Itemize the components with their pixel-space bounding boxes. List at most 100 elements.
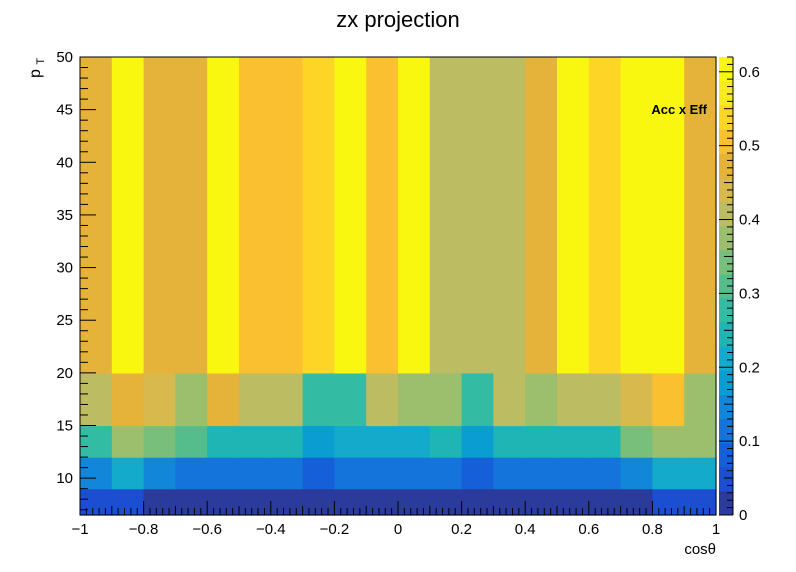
heatmap-cell [302, 57, 335, 374]
heatmap-cell [366, 488, 399, 516]
y-tick-label: 25 [56, 312, 73, 329]
heatmap-cell [684, 488, 717, 516]
heatmap-cell [207, 57, 240, 374]
colorbar-swatch [719, 153, 733, 179]
heatmap-cell [175, 488, 208, 516]
heatmap-cell [620, 425, 653, 458]
heatmap-cell [429, 488, 463, 516]
x-axis-label: cosθ [684, 541, 716, 558]
heatmap-cell [684, 57, 717, 374]
heatmap-cell [302, 372, 335, 427]
colorbar-tick-label: 0.1 [739, 433, 760, 450]
colorbar-swatch [719, 177, 733, 203]
x-tick-label: −0.4 [256, 521, 286, 538]
colorbar-tick-label: 0.4 [739, 212, 760, 229]
heatmap-cell [143, 457, 176, 490]
heatmap-cell [620, 457, 653, 490]
heatmap-cell [398, 488, 431, 516]
heatmap-cell [493, 57, 526, 374]
x-tick-label: 0.4 [515, 521, 536, 538]
heatmap-cell [334, 372, 367, 427]
colorbar-swatch [719, 225, 733, 251]
x-tick-label: 1 [712, 521, 720, 538]
heatmap-cell [207, 457, 240, 490]
heatmap-cell [80, 488, 113, 516]
heatmap-cell [557, 457, 590, 490]
heatmap-cell [557, 488, 590, 516]
heatmap-cell [111, 372, 145, 427]
heatmap-cell [588, 57, 622, 374]
y-tick-label: 45 [56, 102, 73, 119]
heatmap-cell [557, 425, 590, 458]
heatmap-cell [398, 457, 431, 490]
heatmap-cell [239, 425, 272, 458]
heatmap-cell [143, 488, 176, 516]
heatmap-cell [239, 488, 272, 516]
heatmap-cell [80, 372, 113, 427]
heatmap-cell [652, 425, 685, 458]
colorbar-swatch [719, 394, 733, 420]
y-tick-label: 35 [56, 207, 73, 224]
heatmap-cell [239, 372, 272, 427]
y-tick-label: 10 [56, 470, 73, 487]
x-tick-label: 0 [394, 521, 402, 538]
colorbar-tick-label: 0.5 [739, 138, 760, 155]
heatmap-cell [80, 457, 113, 490]
heatmap-cell [461, 457, 494, 490]
heatmap-cell [557, 57, 590, 374]
x-tick-label: 0.6 [578, 521, 599, 538]
colorbar-swatch [719, 418, 733, 444]
heatmap-cell [111, 488, 145, 516]
y-tick-label: 30 [56, 260, 73, 277]
heatmap-cell [111, 425, 145, 458]
heatmap-cell [652, 372, 685, 427]
heatmap-cell [111, 57, 145, 374]
heatmap-cell [111, 457, 145, 490]
heatmap-cell [80, 425, 113, 458]
heatmap-cell [525, 457, 558, 490]
x-tick-label: −0.2 [320, 521, 350, 538]
heatmap-cell [175, 457, 208, 490]
heatmap-cell [652, 457, 685, 490]
chart-title: zx projection [336, 7, 460, 32]
heatmap-cell [175, 372, 208, 427]
colorbar-swatch [719, 298, 733, 323]
heatmap-cell [620, 57, 653, 374]
y-tick-label: 50 [56, 49, 73, 66]
heatmap-cell [461, 488, 494, 516]
heatmap-cell [398, 372, 431, 427]
heatmap-cell [461, 57, 494, 374]
svg-text:p T: p T [27, 58, 47, 78]
heatmap-cell [588, 457, 622, 490]
plot-axes: −1 −0.8 −0.6 −0.4 −0.2 0 0.2 0.4 0.6 0.8 1 10 15 20 25… [56, 49, 720, 538]
y-axis-label-sub: T [35, 58, 47, 65]
heatmap-cell [207, 425, 240, 458]
heatmap-cell [588, 425, 622, 458]
heatmap-cell [366, 425, 399, 458]
x-tick-label: 0.8 [642, 521, 663, 538]
heatmap-cell [588, 488, 622, 516]
heatmap-cell [239, 57, 272, 374]
heatmap-cell [525, 488, 558, 516]
heatmap-cell [461, 425, 494, 458]
heatmap-cell [334, 457, 367, 490]
heatmap-cell [429, 457, 463, 490]
colorbar-swatch [719, 129, 733, 154]
heatmap-cell [302, 457, 335, 490]
heatmap-cell [270, 372, 304, 427]
heatmap-cell [143, 425, 176, 458]
heatmap-cell [557, 372, 590, 427]
y-tick-label: 20 [56, 365, 73, 382]
x-tick-label: 0.2 [451, 521, 472, 538]
heatmap-cell [620, 488, 653, 516]
heatmap-cell [270, 57, 304, 374]
heatmap-cell [684, 457, 717, 490]
heatmap-cell [652, 488, 685, 516]
colorbar-swatch [719, 201, 733, 227]
colorbar-swatch [719, 57, 733, 82]
heatmap-cell [493, 457, 526, 490]
heatmap-cell [429, 57, 463, 374]
heatmap-cell [429, 425, 463, 458]
heatmap-cell [620, 372, 653, 427]
